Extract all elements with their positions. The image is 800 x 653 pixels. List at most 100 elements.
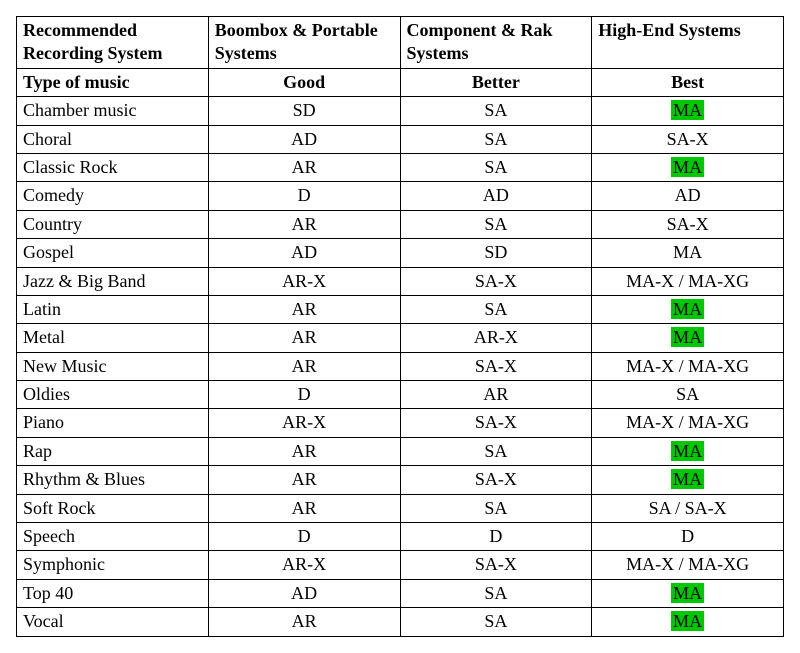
cell-good: AR-X xyxy=(208,409,400,437)
table-row: PianoAR-XSA-XMA-X / MA-XG xyxy=(17,409,784,437)
cell-good: AR xyxy=(208,494,400,522)
cell-best: MA xyxy=(592,608,784,636)
cell-type: Choral xyxy=(17,125,209,153)
cell-type: Jazz & Big Band xyxy=(17,267,209,295)
cell-best: MA xyxy=(592,579,784,607)
cell-good: AR xyxy=(208,466,400,494)
cell-best: MA xyxy=(592,153,784,181)
cell-best: MA xyxy=(592,466,784,494)
cell-type: Soft Rock xyxy=(17,494,209,522)
cell-best: SA / SA-X xyxy=(592,494,784,522)
table-row: Top 40ADSA MA xyxy=(17,579,784,607)
cell-good: AR xyxy=(208,437,400,465)
table-row: ChoralADSASA-X xyxy=(17,125,784,153)
table-row: Rhythm & BluesARSA-X MA xyxy=(17,466,784,494)
cell-good: AR-X xyxy=(208,267,400,295)
table-row: Chamber musicSDSA MA xyxy=(17,97,784,125)
cell-type: Oldies xyxy=(17,381,209,409)
table-row: Jazz & Big BandAR-XSA-XMA-X / MA-XG xyxy=(17,267,784,295)
cell-good: D xyxy=(208,182,400,210)
cell-type: Country xyxy=(17,210,209,238)
cell-type: Piano xyxy=(17,409,209,437)
cell-type: Comedy xyxy=(17,182,209,210)
highlight: MA xyxy=(671,327,704,347)
hdr-recommended-system: Recommended Recording System xyxy=(17,17,209,69)
hdr-better: Better xyxy=(400,68,592,96)
table-row: CountryARSASA-X xyxy=(17,210,784,238)
cell-good: SD xyxy=(208,97,400,125)
table-row: VocalARSA MA xyxy=(17,608,784,636)
hdr-highend: High-End Systems xyxy=(592,17,784,69)
cell-better: SA-X xyxy=(400,466,592,494)
cell-best: MA xyxy=(592,295,784,323)
cell-better: AR-X xyxy=(400,324,592,352)
cell-better: SA-X xyxy=(400,352,592,380)
cell-best: SA-X xyxy=(592,125,784,153)
highlight: MA xyxy=(671,157,704,177)
cell-best: MA xyxy=(592,97,784,125)
cell-good: D xyxy=(208,523,400,551)
cell-type: Vocal xyxy=(17,608,209,636)
cell-better: AD xyxy=(400,182,592,210)
cell-type: Top 40 xyxy=(17,579,209,607)
cell-good: AD xyxy=(208,579,400,607)
cell-type: Symphonic xyxy=(17,551,209,579)
cell-better: SA-X xyxy=(400,551,592,579)
cell-best: MA xyxy=(592,324,784,352)
cell-good: AR xyxy=(208,352,400,380)
table-body: Chamber musicSDSAMAChoralADSASA-XClassic… xyxy=(17,97,784,636)
cell-better: SA xyxy=(400,153,592,181)
cell-type: New Music xyxy=(17,352,209,380)
cell-best: SA xyxy=(592,381,784,409)
cell-good: AR xyxy=(208,608,400,636)
cell-type: Metal xyxy=(17,324,209,352)
highlight: MA xyxy=(671,299,704,319)
table-row: LatinARSA MA xyxy=(17,295,784,323)
cell-better: D xyxy=(400,523,592,551)
highlight: MA xyxy=(671,469,704,489)
cell-best: MA xyxy=(592,437,784,465)
table-row: New MusicARSA-XMA-X / MA-XG xyxy=(17,352,784,380)
cell-best: MA-X / MA-XG xyxy=(592,352,784,380)
cell-type: Rhythm & Blues xyxy=(17,466,209,494)
highlight: MA xyxy=(671,611,704,631)
recommendation-table: Recommended Recording System Boombox & P… xyxy=(16,16,784,637)
cell-better: SA xyxy=(400,295,592,323)
cell-better: SA xyxy=(400,579,592,607)
cell-type: Speech xyxy=(17,523,209,551)
cell-better: SD xyxy=(400,239,592,267)
table-row: Soft RockARSASA / SA-X xyxy=(17,494,784,522)
header-row-2: Type of music Good Better Best xyxy=(17,68,784,96)
cell-type: Chamber music xyxy=(17,97,209,125)
cell-best: MA-X / MA-XG xyxy=(592,409,784,437)
cell-better: SA xyxy=(400,608,592,636)
cell-good: AR xyxy=(208,324,400,352)
table-row: OldiesDARSA xyxy=(17,381,784,409)
table-row: MetalARAR-X MA xyxy=(17,324,784,352)
highlight: MA xyxy=(671,100,704,120)
header-row-1: Recommended Recording System Boombox & P… xyxy=(17,17,784,69)
table-row: GospelADSDMA xyxy=(17,239,784,267)
cell-better: SA xyxy=(400,97,592,125)
cell-best: D xyxy=(592,523,784,551)
hdr-best: Best xyxy=(592,68,784,96)
table-row: Classic RockARSAMA xyxy=(17,153,784,181)
cell-good: AD xyxy=(208,125,400,153)
hdr-good: Good xyxy=(208,68,400,96)
cell-best: MA-X / MA-XG xyxy=(592,551,784,579)
cell-good: AD xyxy=(208,239,400,267)
cell-good: AR xyxy=(208,295,400,323)
cell-good: AR xyxy=(208,153,400,181)
hdr-boombox: Boombox & Portable Systems xyxy=(208,17,400,69)
cell-better: SA-X xyxy=(400,409,592,437)
table-row: SymphonicAR-XSA-XMA-X / MA-XG xyxy=(17,551,784,579)
table-row: SpeechDDD xyxy=(17,523,784,551)
cell-type: Gospel xyxy=(17,239,209,267)
highlight: MA xyxy=(671,583,704,603)
cell-type: Latin xyxy=(17,295,209,323)
hdr-type-of-music: Type of music xyxy=(17,68,209,96)
highlight: MA xyxy=(671,441,704,461)
table-row: RapARSAMA xyxy=(17,437,784,465)
cell-good: D xyxy=(208,381,400,409)
cell-good: AR xyxy=(208,210,400,238)
